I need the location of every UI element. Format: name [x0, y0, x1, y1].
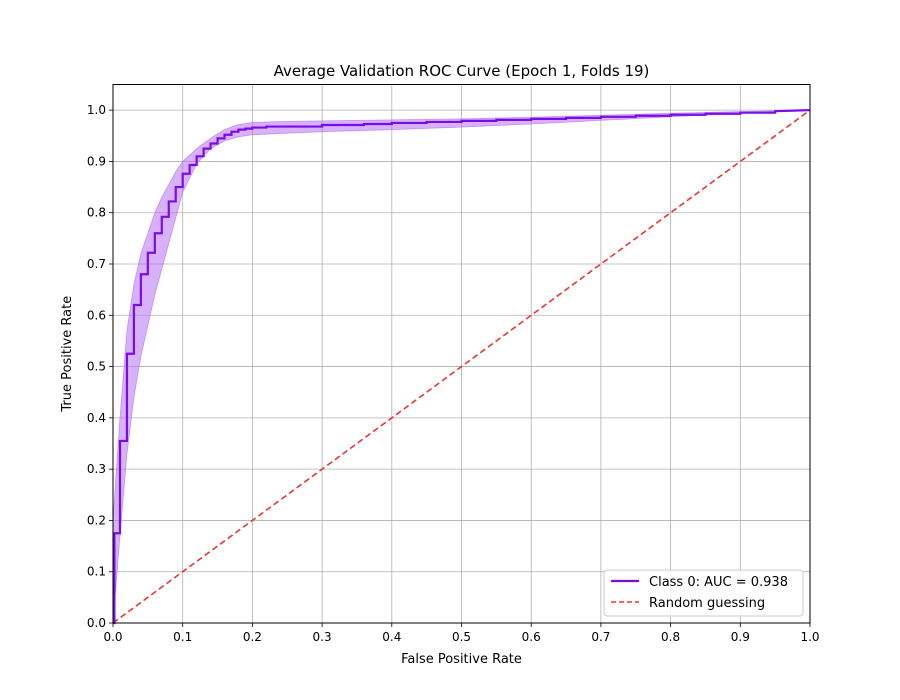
y-tick-label: 0.2: [87, 513, 106, 527]
legend-label-class-0: Class 0: AUC = 0.938: [649, 575, 788, 590]
x-tick-label: 0.3: [313, 630, 332, 644]
y-tick-label: 0.5: [87, 360, 106, 374]
x-tick-label: 1.0: [800, 630, 819, 644]
y-tick-label: 0.6: [87, 308, 106, 322]
roc-curve-class-0: [113, 109, 811, 625]
legend-label-random: Random guessing: [649, 596, 765, 611]
y-tick-label: 1.0: [87, 103, 106, 117]
y-tick-label: 0.9: [87, 154, 106, 168]
series-layer: [112, 109, 811, 625]
y-axis-label: True Positive Rate: [60, 296, 75, 413]
x-tick-label: 0.8: [661, 630, 680, 644]
x-tick-label: 0.5: [452, 630, 471, 644]
chart-title: Average Validation ROC Curve (Epoch 1, F…: [274, 62, 650, 80]
legend: Class 0: AUC = 0.938 Random guessing: [603, 569, 804, 617]
x-tick-label: 0.7: [591, 630, 610, 644]
random-guessing-line: [112, 109, 811, 624]
x-tick-label: 0.6: [522, 630, 541, 644]
y-tick-label: 0.1: [87, 565, 106, 579]
ticks: 0.0 0.1 0.2 0.3 0.4 0.5 0.6 0.7 0.8 0.9 1.0 0.0 0.1 0…: [87, 103, 820, 644]
y-tick-label: 0.3: [87, 462, 106, 476]
x-axis-label: False Positive Rate: [401, 652, 522, 667]
y-tick-label: 0.8: [87, 206, 106, 220]
y-tick-label: 0.0: [87, 616, 106, 630]
x-tick-label: 0.9: [731, 630, 750, 644]
x-tick-label: 0.2: [243, 630, 262, 644]
x-tick-label: 0.4: [382, 630, 401, 644]
y-tick-label: 0.7: [87, 257, 106, 271]
x-tick-label: 0.0: [103, 630, 122, 644]
y-tick-label: 0.4: [87, 411, 106, 425]
x-tick-label: 0.1: [173, 630, 192, 644]
legend-box: [603, 569, 804, 617]
